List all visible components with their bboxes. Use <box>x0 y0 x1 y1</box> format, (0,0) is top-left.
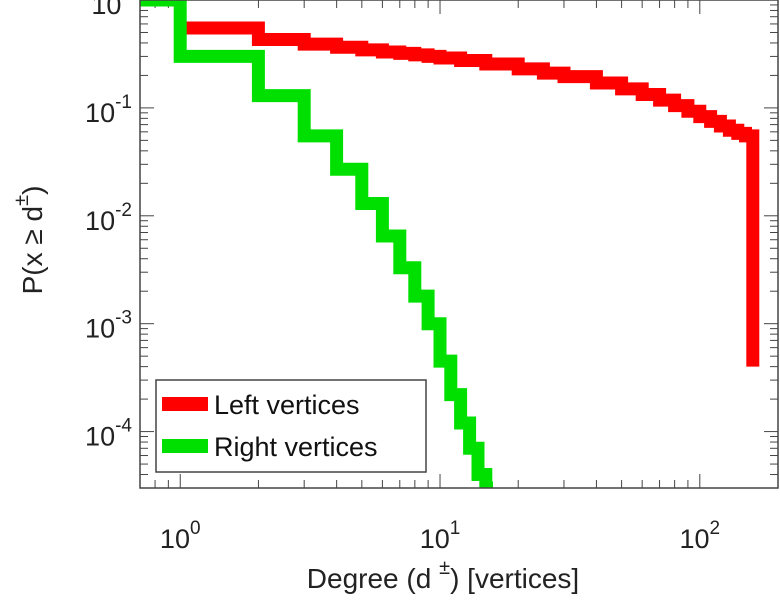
series-line-right-vertices <box>140 0 493 488</box>
x-axis-title: Degree (d ±) [vertices] <box>307 557 579 594</box>
y-tick-labels: 100 10-1 10-2 10-3 10-4 <box>85 0 132 452</box>
plot-frame <box>139 0 779 489</box>
x-tick-label: 101 <box>420 518 461 554</box>
y-tick-label: 10-3 <box>85 308 132 344</box>
y-axis-title: P(x ≥ d±) <box>11 186 48 295</box>
x-tick-labels: 100 101 102 <box>160 518 720 554</box>
x-tick-label: 102 <box>679 518 720 554</box>
series-layer <box>140 0 760 488</box>
legend-box <box>155 379 427 473</box>
y-tick-label: 100 <box>91 0 132 20</box>
legend-label-right-vertices: Right vertices <box>214 432 378 462</box>
minor-ticks <box>139 0 779 489</box>
legend: Left vertices Right vertices <box>155 379 427 473</box>
y-tick-label: 10-1 <box>85 92 132 128</box>
series-line-left-vertices <box>180 21 760 367</box>
y-tick-label: 10-4 <box>85 416 132 452</box>
x-tick-label: 100 <box>160 518 201 554</box>
y-tick-label: 10-2 <box>85 200 132 236</box>
legend-label-left-vertices: Left vertices <box>214 390 360 420</box>
